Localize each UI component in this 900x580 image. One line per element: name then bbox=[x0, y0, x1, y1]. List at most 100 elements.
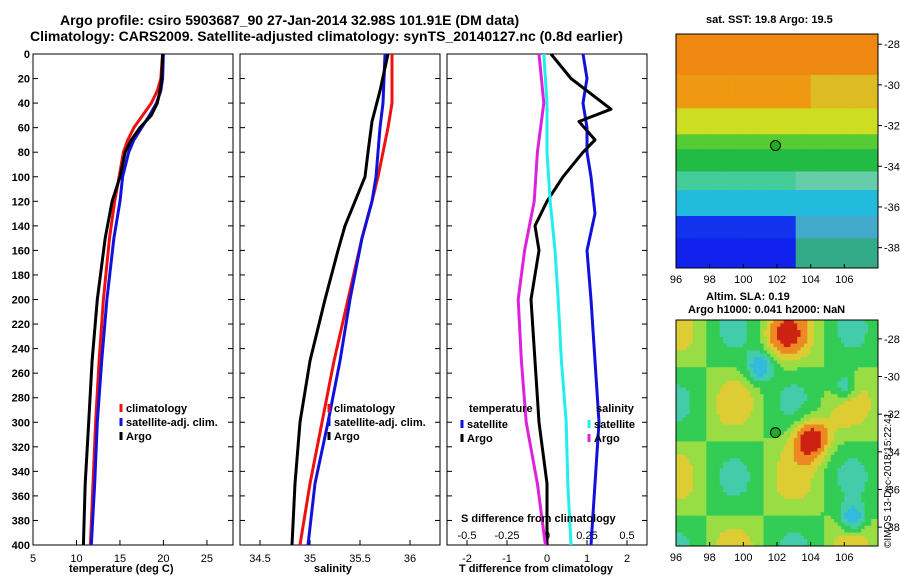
sst-map-cell bbox=[694, 48, 699, 53]
sst-map-cell bbox=[791, 97, 797, 102]
sla-map-cell bbox=[713, 323, 717, 328]
sst-map-cell bbox=[679, 48, 684, 53]
sla-map-cell bbox=[723, 495, 727, 500]
sst-map-cell bbox=[844, 175, 849, 180]
sla-map-cell bbox=[739, 522, 744, 527]
sla-map-cell bbox=[699, 441, 704, 446]
sla-map-cell bbox=[726, 451, 731, 456]
sst-map-cell bbox=[825, 212, 830, 217]
sst-map-cell bbox=[866, 126, 871, 131]
sst-map-cell bbox=[709, 74, 714, 79]
sla-map-cell bbox=[692, 343, 697, 348]
sla-map-cell bbox=[733, 468, 737, 473]
sst-map-cell bbox=[724, 145, 729, 150]
sla-map-cell bbox=[696, 532, 700, 537]
sst-map-cell bbox=[735, 193, 740, 198]
sla-map-cell bbox=[676, 529, 680, 533]
sst-map-cell bbox=[825, 171, 830, 176]
sst-map-cell bbox=[754, 260, 759, 265]
sla-map-cell bbox=[699, 485, 704, 490]
sst-map-cell bbox=[743, 256, 748, 261]
sla-map-cell bbox=[676, 438, 680, 442]
sla-map-cell bbox=[719, 404, 724, 409]
sst-map-cell bbox=[750, 108, 755, 113]
sst-map-cell bbox=[720, 227, 726, 232]
sst-map-cell bbox=[863, 201, 868, 206]
sst-map-cell bbox=[717, 171, 722, 176]
sst-map-cell bbox=[780, 164, 785, 169]
difference-legend-salinity-label: satellite bbox=[594, 419, 635, 431]
sst-map-cell bbox=[694, 145, 699, 150]
sla-map-cell bbox=[726, 424, 731, 429]
sst-map-cell bbox=[870, 126, 875, 131]
sst-map-cell bbox=[717, 108, 722, 113]
sst-map-cell bbox=[806, 164, 812, 169]
sla-map-cell bbox=[743, 357, 748, 361]
sla-map-cell bbox=[726, 502, 731, 506]
sst-map-cell bbox=[720, 112, 726, 117]
sst-map-cell bbox=[784, 234, 789, 239]
sla-map-cell bbox=[733, 390, 737, 395]
sst-map-cell bbox=[833, 156, 838, 161]
sst-map-cell bbox=[705, 149, 711, 154]
sla-map-cell bbox=[713, 417, 717, 422]
sla-map-cell bbox=[682, 519, 687, 523]
sst-map-cell bbox=[806, 138, 812, 143]
sla-map-cell bbox=[736, 458, 741, 463]
sst-map-cell bbox=[840, 67, 845, 72]
sst-map-cell bbox=[743, 234, 748, 239]
sst-map-cell bbox=[698, 223, 703, 228]
sst-map-cell bbox=[679, 204, 684, 209]
sst-map-cell bbox=[840, 260, 845, 265]
sst-map-cell bbox=[844, 212, 849, 217]
sst-map-cell bbox=[825, 37, 830, 42]
sst-map-cell bbox=[863, 34, 868, 39]
sst-map-cell bbox=[803, 130, 808, 135]
sla-map-cell bbox=[702, 346, 707, 351]
sst-map-cell bbox=[724, 97, 729, 102]
sst-map-cell bbox=[806, 216, 812, 221]
sst-map-cell bbox=[769, 238, 774, 243]
sst-map-cell bbox=[713, 256, 718, 261]
sst-map-cell bbox=[735, 253, 740, 258]
sla-map-cell bbox=[682, 404, 687, 409]
sst-map-cell bbox=[720, 256, 726, 261]
sla-map-cell bbox=[702, 411, 707, 415]
sla-map-cell bbox=[736, 360, 741, 365]
sst-map-cell bbox=[717, 249, 722, 254]
sst-map-cell bbox=[765, 63, 770, 68]
sst-map-cell bbox=[702, 149, 707, 154]
sst-map-cell bbox=[709, 234, 714, 239]
sla-map-cell bbox=[696, 465, 700, 469]
sla-map-cell bbox=[709, 387, 714, 392]
sst-map-cell bbox=[810, 156, 815, 161]
sst-map-cell bbox=[818, 78, 823, 83]
sst-map-cell bbox=[747, 212, 752, 217]
sst-map-cell bbox=[866, 238, 871, 243]
sst-map-cell bbox=[818, 256, 823, 261]
sst-map-cell bbox=[754, 216, 759, 221]
sst-map-cell bbox=[780, 74, 785, 79]
sst-map-lat-tick-label: -34 bbox=[884, 161, 900, 173]
sst-map-cell bbox=[705, 230, 711, 235]
sst-map-cell bbox=[747, 160, 752, 165]
sla-map-cell bbox=[686, 404, 690, 409]
sla-map-cell bbox=[676, 390, 680, 395]
sst-map-cell bbox=[829, 141, 834, 146]
sst-map-cell bbox=[803, 45, 808, 50]
sst-map-cell bbox=[829, 67, 834, 72]
sla-map-cell bbox=[696, 407, 700, 412]
sst-map-cell bbox=[810, 182, 815, 187]
sla-map-cell bbox=[736, 525, 741, 530]
sst-map-cell bbox=[690, 227, 696, 232]
sla-map-cell bbox=[699, 539, 704, 544]
sst-map-cell bbox=[754, 212, 759, 217]
sst-map-cell bbox=[694, 167, 699, 172]
sst-map-cell bbox=[687, 216, 692, 221]
sst-map-cell bbox=[735, 238, 740, 243]
sst-map-cell bbox=[747, 204, 752, 209]
sla-map-cell bbox=[716, 326, 721, 331]
sst-map-cell bbox=[825, 253, 830, 258]
sst-map-cell bbox=[735, 130, 740, 135]
sla-map-cell bbox=[709, 529, 714, 533]
